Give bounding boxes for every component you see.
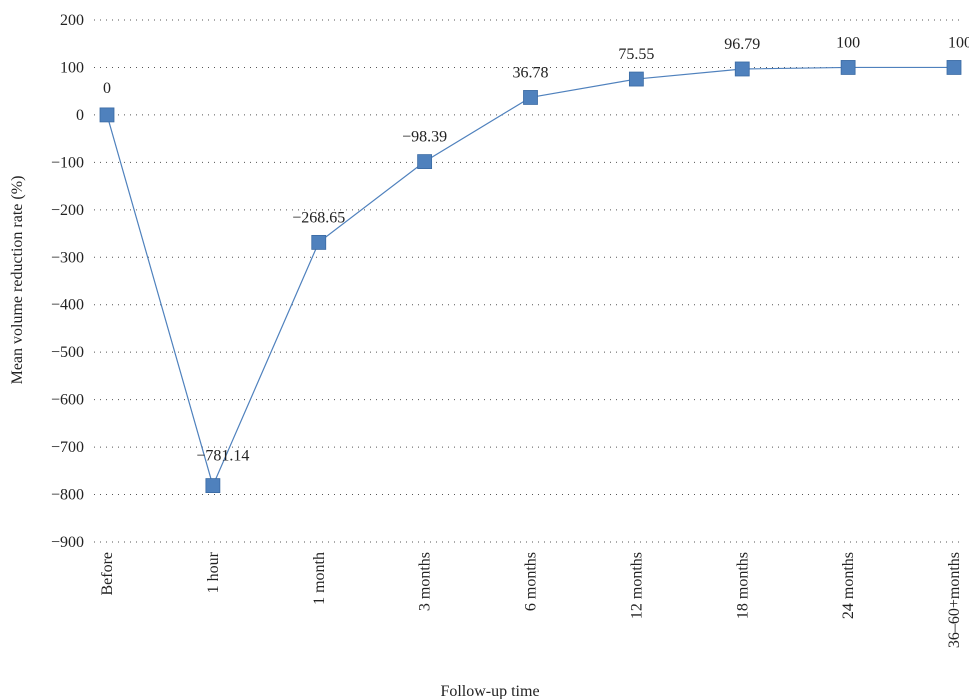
data-point: [628, 71, 644, 87]
x-tick-label: 36–60+months: [946, 552, 963, 648]
data-label: 0: [103, 80, 111, 97]
data-point: [417, 154, 433, 169]
data-point: [840, 60, 856, 75]
data-label: 100: [948, 34, 969, 51]
series-line: [106, 66, 954, 488]
y-tick-label: 100: [60, 59, 84, 76]
y-tick-label: −900: [51, 534, 84, 551]
y-tick-label: −700: [51, 439, 84, 456]
x-axis-title: Follow-up time: [440, 683, 539, 699]
x-tick-label: 3 months: [417, 552, 434, 611]
data-point: [311, 234, 327, 250]
data-label: −781.14: [196, 448, 249, 465]
y-tick-label: 0: [76, 107, 84, 124]
data-point: [734, 61, 750, 77]
x-tick-label: 1 hour: [205, 551, 222, 593]
data-label: 75.55: [618, 46, 654, 63]
y-tick-label: −800: [51, 487, 84, 504]
data-label: −98.39: [402, 129, 447, 146]
data-point: [205, 478, 221, 493]
y-tick-label: −300: [51, 249, 84, 266]
y-tick-label: −400: [51, 297, 84, 314]
x-tick-label: 18 months: [734, 552, 751, 619]
data-point: [99, 107, 115, 123]
data-label: −268.65: [292, 209, 345, 226]
data-labels: 0 −781.14 −268.65 −98.39 36.78 75.55 96.79 100 1…: [103, 34, 969, 464]
x-tick-labels: Before 1 hour 1 month 3 months 6 months 12 mo…: [99, 551, 963, 648]
series-group: [99, 60, 962, 493]
x-tick-label: 12 months: [628, 552, 645, 619]
data-label: 100: [836, 34, 860, 51]
data-point: [946, 60, 962, 75]
x-tick-label: 6 months: [523, 552, 540, 611]
y-axis-title: Mean volume reduction rate (%): [9, 176, 26, 385]
y-tick-label: −600: [51, 392, 84, 409]
y-tick-label: −500: [51, 344, 84, 361]
y-tick-labels: 200 100 0 −100 −200 −300 −400 −500 −600 −700 −800 −…: [51, 12, 84, 551]
x-tick-label: 1 month: [311, 552, 328, 605]
data-point: [523, 90, 538, 105]
x-tick-label: Before: [99, 552, 116, 596]
data-label: 96.79: [724, 36, 760, 53]
grid-lines: [94, 19, 962, 543]
y-tick-label: −100: [51, 154, 84, 171]
data-label: 36.78: [513, 64, 549, 81]
y-tick-label: 200: [60, 12, 84, 29]
y-tick-label: −200: [51, 202, 84, 219]
x-tick-label: 24 months: [840, 552, 857, 619]
